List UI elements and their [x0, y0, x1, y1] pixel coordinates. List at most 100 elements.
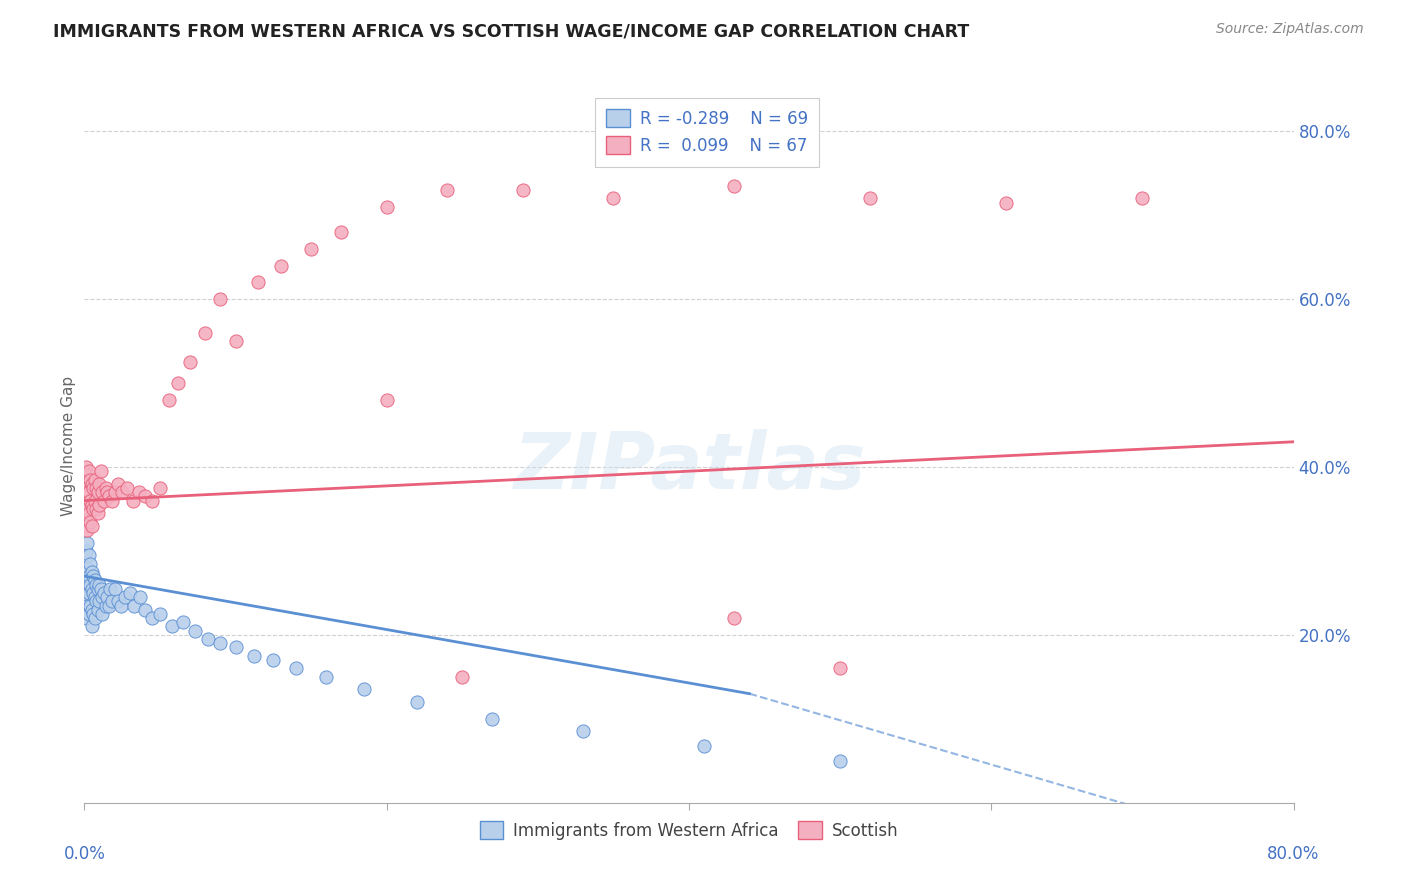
Point: [110, 599, 132, 613]
Point: [76, 523, 98, 537]
Text: Source: ZipAtlas.com: Source: ZipAtlas.com: [1216, 22, 1364, 37]
Point: [98, 582, 121, 596]
Point: [77, 586, 100, 600]
Point: [160, 619, 183, 633]
Point: [84, 590, 107, 604]
Point: [179, 355, 201, 369]
Point: [79, 577, 101, 591]
Point: [75, 611, 97, 625]
Point: [77, 548, 100, 562]
Text: ZIPatlas: ZIPatlas: [513, 429, 865, 506]
Point: [80, 518, 103, 533]
Point: [96, 590, 118, 604]
Point: [1130, 191, 1153, 205]
Point: [194, 326, 217, 340]
Point: [129, 590, 152, 604]
Point: [91, 607, 114, 621]
Point: [75, 460, 97, 475]
Point: [107, 594, 129, 608]
Point: [406, 695, 429, 709]
Point: [172, 615, 194, 630]
Point: [93, 586, 115, 600]
Point: [86, 577, 108, 591]
Point: [96, 485, 118, 500]
Legend: Immigrants from Western Africa, Scottish: Immigrants from Western Africa, Scottish: [471, 813, 907, 848]
Point: [121, 493, 143, 508]
Point: [80, 565, 103, 579]
Point: [451, 670, 474, 684]
Point: [77, 569, 100, 583]
Point: [82, 586, 104, 600]
Point: [80, 603, 103, 617]
Point: [80, 476, 103, 491]
Point: [107, 476, 129, 491]
Point: [77, 485, 100, 500]
Point: [82, 607, 104, 621]
Point: [512, 183, 534, 197]
Point: [128, 485, 150, 500]
Point: [90, 582, 112, 596]
Point: [89, 577, 111, 591]
Point: [84, 493, 107, 508]
Point: [75, 560, 97, 574]
Point: [87, 603, 110, 617]
Point: [79, 515, 101, 529]
Point: [75, 577, 97, 591]
Point: [247, 275, 270, 289]
Point: [82, 569, 104, 583]
Point: [197, 632, 219, 646]
Point: [285, 661, 308, 675]
Point: [723, 611, 745, 625]
Point: [84, 473, 107, 487]
Point: [79, 557, 101, 571]
Point: [375, 392, 398, 407]
Text: 80.0%: 80.0%: [1267, 845, 1320, 863]
Point: [602, 191, 624, 205]
Point: [77, 506, 100, 520]
Point: [89, 498, 111, 512]
Point: [134, 603, 156, 617]
Point: [73, 590, 96, 604]
Point: [86, 481, 108, 495]
Point: [353, 682, 375, 697]
Point: [89, 476, 111, 491]
Point: [723, 178, 745, 193]
Point: [84, 574, 107, 588]
Point: [118, 586, 141, 600]
Point: [79, 493, 101, 508]
Point: [995, 195, 1018, 210]
Point: [157, 392, 180, 407]
Point: [209, 292, 232, 306]
Point: [91, 590, 114, 604]
Point: [75, 481, 97, 495]
Point: [80, 619, 103, 633]
Point: [76, 502, 98, 516]
Point: [82, 481, 104, 495]
Point: [91, 485, 114, 500]
Point: [270, 259, 292, 273]
Point: [80, 582, 103, 596]
Point: [94, 481, 117, 495]
Point: [242, 648, 264, 663]
Point: [115, 481, 138, 495]
Point: [299, 242, 322, 256]
Point: [375, 200, 398, 214]
Point: [97, 599, 120, 613]
Point: [75, 498, 97, 512]
Point: [225, 334, 247, 348]
Point: [87, 582, 110, 596]
Point: [134, 489, 156, 503]
Point: [149, 481, 172, 495]
Point: [76, 535, 98, 549]
Point: [315, 670, 337, 684]
Point: [209, 636, 232, 650]
Point: [167, 376, 190, 390]
Point: [859, 191, 882, 205]
Point: [693, 739, 716, 753]
Point: [80, 498, 103, 512]
Point: [77, 607, 100, 621]
Point: [75, 594, 97, 608]
Point: [82, 502, 104, 516]
Point: [436, 183, 458, 197]
Point: [330, 225, 353, 239]
